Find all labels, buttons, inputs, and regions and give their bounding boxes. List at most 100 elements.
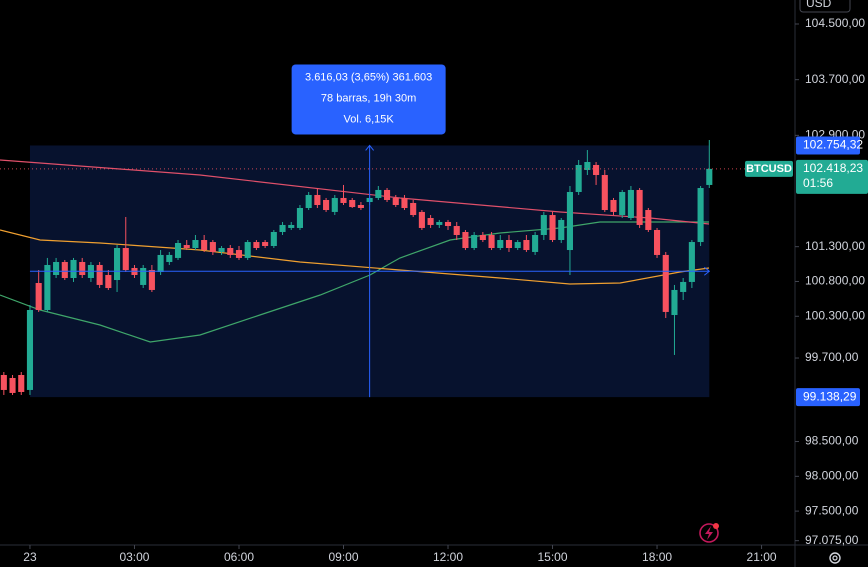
candle-body	[35, 283, 42, 311]
alert-icon[interactable]	[699, 523, 719, 543]
candle-body	[218, 248, 225, 252]
candle-body	[340, 197, 347, 203]
candle-body	[392, 197, 399, 206]
candle-body	[697, 188, 704, 243]
candle-body	[706, 168, 713, 185]
measure-arrow	[703, 266, 711, 276]
plot-area	[0, 140, 795, 398]
alert-ring	[699, 523, 719, 543]
candle-body	[566, 191, 573, 251]
candle-body	[105, 275, 112, 289]
x-tick-label: 15:00	[538, 550, 568, 564]
y-tick-label: 101.300,00	[805, 239, 865, 253]
measure-arrow	[365, 144, 375, 151]
candle-body	[680, 281, 687, 292]
candle-body	[436, 221, 443, 225]
y-tick-label: 104.500,00	[805, 16, 865, 30]
last-price-box	[796, 159, 868, 194]
y-tick-label: 97.500,00	[805, 503, 859, 517]
candle-body	[471, 234, 478, 249]
candle-body	[479, 234, 486, 241]
candle-body	[375, 189, 382, 198]
candle-body	[584, 161, 591, 170]
candle-body	[427, 218, 434, 225]
last-price-label: 102.418,23	[803, 161, 863, 175]
candle-body	[183, 245, 190, 249]
candle-body	[166, 254, 173, 262]
candle-body	[601, 175, 608, 211]
candle-body	[575, 164, 582, 192]
candle-body	[593, 164, 600, 176]
y-tick-label: 98.000,00	[805, 468, 859, 482]
candle-body	[114, 248, 121, 281]
candle-body	[384, 189, 391, 200]
candle-body	[645, 210, 652, 230]
candle-body	[314, 194, 321, 206]
candle-body	[26, 310, 34, 390]
candle-body	[418, 211, 425, 228]
candle-body	[79, 261, 86, 276]
candle-body	[444, 221, 452, 227]
candle-body	[401, 197, 408, 208]
candle-body	[357, 205, 364, 208]
candle-body	[636, 189, 643, 225]
x-tick-label: 09:00	[328, 550, 358, 564]
price-label-box	[796, 388, 860, 407]
candle-body	[262, 242, 269, 246]
candle-body	[288, 224, 295, 228]
candle-body	[140, 267, 147, 285]
candle-body	[192, 240, 199, 249]
candle-body	[209, 242, 216, 252]
symbol: BTCUSD	[746, 163, 792, 175]
candle-body	[148, 269, 155, 290]
y-tick-label: 103.700,00	[805, 72, 865, 86]
candle-body	[688, 242, 695, 282]
candle-body	[157, 254, 164, 273]
candle-body	[653, 229, 661, 255]
candle-body	[540, 215, 547, 235]
candle-body	[497, 240, 504, 249]
x-tick-label: 18:00	[642, 550, 672, 564]
candle-body	[96, 264, 103, 285]
y-tick-label: 99.700,00	[805, 350, 859, 364]
candle-body	[53, 261, 60, 276]
candle-body	[662, 254, 669, 312]
candle-body	[279, 224, 286, 233]
candle-body	[122, 248, 129, 270]
candle-body	[619, 191, 626, 216]
x-tick-label: 06:00	[224, 550, 254, 564]
candle-body	[9, 377, 16, 393]
candle-body	[488, 234, 495, 249]
candle-body	[505, 240, 513, 249]
candle-body	[610, 199, 617, 212]
settings-icon[interactable]	[829, 552, 841, 564]
candle-body	[174, 242, 182, 258]
candle-body	[323, 199, 330, 211]
candle-body	[305, 194, 312, 208]
y-tick-label: 100.300,00	[805, 308, 865, 322]
candle-body	[453, 226, 460, 235]
measure-tooltip-line: Vol. 6,15K	[344, 113, 395, 125]
candle-body	[201, 240, 208, 251]
candle-body	[18, 375, 25, 392]
currency-box[interactable]	[799, 0, 851, 13]
x-tick-label: 21:00	[747, 550, 777, 564]
price-label-box	[796, 136, 860, 155]
measure-tooltip-line: 78 barras, 19h 30m	[321, 92, 416, 104]
candle-body	[558, 219, 565, 241]
gear-ring	[829, 552, 841, 564]
alert-dot	[713, 523, 719, 529]
measure-tooltip-line: 3.616,03 (3,65%) 361.603	[305, 71, 432, 83]
candle-body	[349, 199, 356, 208]
candle-body	[549, 215, 556, 241]
price-label: 99.138,29	[803, 389, 857, 403]
candle-body	[296, 207, 304, 228]
moving-average	[0, 229, 710, 285]
candle-body	[0, 375, 7, 390]
moving-average	[0, 159, 710, 225]
candle-body	[244, 242, 251, 258]
candle-body	[227, 248, 234, 255]
candle-body	[270, 232, 277, 246]
candle-body	[70, 259, 77, 278]
